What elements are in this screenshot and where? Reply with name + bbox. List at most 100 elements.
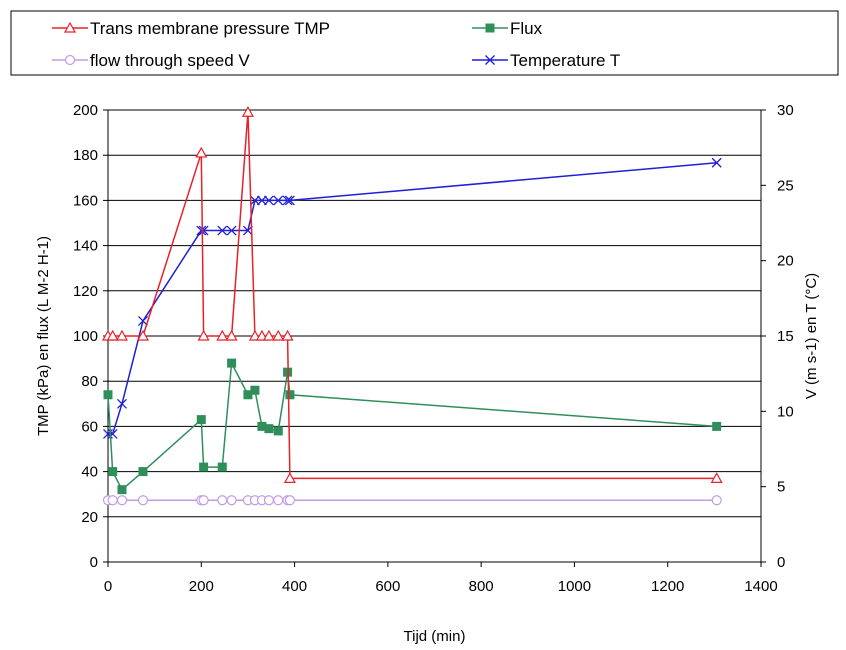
y-left-tick-label: 20 xyxy=(81,509,98,526)
data-point xyxy=(285,390,295,400)
data-point xyxy=(216,329,229,341)
data-point xyxy=(197,329,210,341)
data-point xyxy=(138,467,148,477)
data-point xyxy=(137,495,149,506)
x-axis: 0 200 400 600 800 1000 1200 1400 xyxy=(104,562,778,595)
y-left-tick-label: 140 xyxy=(73,238,98,255)
legend-item: Trans membrane pressure TMP xyxy=(52,19,330,38)
data-point xyxy=(281,329,294,341)
x-tick-label: 200 xyxy=(189,578,214,595)
data-point xyxy=(217,462,227,472)
data-point xyxy=(273,195,284,206)
data-point xyxy=(226,495,237,506)
y-left-tick-label: 200 xyxy=(73,102,98,119)
series-layer xyxy=(101,106,723,506)
series-1 xyxy=(101,106,723,483)
y-right-tick-label: 15 xyxy=(777,328,794,345)
data-point xyxy=(248,329,261,341)
legend-marker xyxy=(64,54,76,66)
legend-item: Temperature T xyxy=(472,51,620,70)
data-point xyxy=(195,146,208,158)
data-point xyxy=(217,495,228,506)
legend: Trans membrane pressure TMP Flux flow thro… xyxy=(10,10,839,76)
x-tick-label: 400 xyxy=(282,578,307,595)
data-point xyxy=(217,225,228,236)
data-point xyxy=(106,329,119,341)
data-point xyxy=(263,495,275,506)
series-line xyxy=(108,161,717,435)
data-point xyxy=(262,329,275,341)
data-point xyxy=(107,495,118,506)
data-point xyxy=(710,472,723,483)
legend-item: flow through speed V xyxy=(52,51,250,70)
data-point xyxy=(256,195,267,206)
y-left-tick-label: 60 xyxy=(81,418,98,435)
data-point xyxy=(103,390,113,400)
y-axis-left-title: TMP (kPa) en flux (L M-2 H-1) xyxy=(35,236,52,436)
data-point xyxy=(250,385,260,395)
data-point xyxy=(712,421,722,431)
data-point xyxy=(241,106,254,117)
y-axis-right-title: V (m s-1) en T (°C) xyxy=(803,273,820,399)
y-right-tick-label: 30 xyxy=(777,102,794,119)
data-point xyxy=(283,472,296,483)
data-point xyxy=(196,415,206,425)
legend-marker xyxy=(485,55,495,65)
data-point xyxy=(711,495,722,506)
data-point xyxy=(226,225,237,236)
data-point xyxy=(138,315,148,326)
y-right-tick-label: 25 xyxy=(777,177,794,194)
y-right-tick-label: 5 xyxy=(777,479,785,496)
legend-label: Trans membrane pressure TMP xyxy=(90,19,330,38)
legend-label: Flux xyxy=(510,19,543,38)
y-left-tick-label: 100 xyxy=(73,328,98,345)
x-tick-label: 600 xyxy=(375,578,400,595)
legend-label: Temperature T xyxy=(510,51,620,70)
x-tick-label: 800 xyxy=(469,578,494,595)
data-point xyxy=(136,329,150,341)
series-line xyxy=(107,360,717,491)
legend-marker xyxy=(485,23,495,33)
data-point xyxy=(255,329,268,341)
legend-box xyxy=(10,10,839,76)
y-axis-left: 0 20 40 60 80 100 120 140 160 180 200 xyxy=(73,102,108,571)
y-left-tick-label: 40 xyxy=(81,464,98,481)
legend-item: Flux xyxy=(472,19,543,38)
y-left-tick-label: 120 xyxy=(73,283,98,300)
data-point xyxy=(284,195,295,206)
x-tick-label: 1400 xyxy=(744,578,777,595)
data-point xyxy=(273,495,284,506)
y-left-tick-label: 0 xyxy=(90,554,98,571)
data-point xyxy=(116,495,128,506)
data-point xyxy=(264,424,274,434)
y-right-tick-label: 10 xyxy=(777,403,794,420)
data-point xyxy=(711,157,722,168)
x-tick-label: 1000 xyxy=(558,578,591,595)
y-right-tick-label: 20 xyxy=(777,253,794,270)
x-axis-title: Tijd (min) xyxy=(404,628,466,645)
data-point xyxy=(273,426,283,436)
data-point xyxy=(108,467,118,477)
data-point xyxy=(249,195,260,206)
x-tick-label: 1200 xyxy=(651,578,684,595)
data-point xyxy=(117,485,127,495)
data-point xyxy=(282,195,293,206)
y-left-tick-label: 80 xyxy=(81,373,98,390)
series-3 xyxy=(102,495,722,506)
legend-label: flow through speed V xyxy=(90,51,250,70)
data-point xyxy=(272,329,285,341)
y-right-tick-label: 0 xyxy=(777,554,785,571)
y-left-tick-label: 180 xyxy=(73,147,98,164)
y-axis-right: 0 5 10 15 20 25 30 xyxy=(761,102,794,571)
data-point xyxy=(198,495,209,506)
data-point xyxy=(284,495,296,506)
series-2 xyxy=(103,358,722,495)
data-point xyxy=(227,358,237,368)
data-point xyxy=(199,462,209,472)
data-point xyxy=(225,329,238,341)
data-point xyxy=(243,390,253,400)
data-point xyxy=(115,329,129,341)
x-tick-label: 0 xyxy=(104,578,112,595)
data-point xyxy=(263,195,274,206)
